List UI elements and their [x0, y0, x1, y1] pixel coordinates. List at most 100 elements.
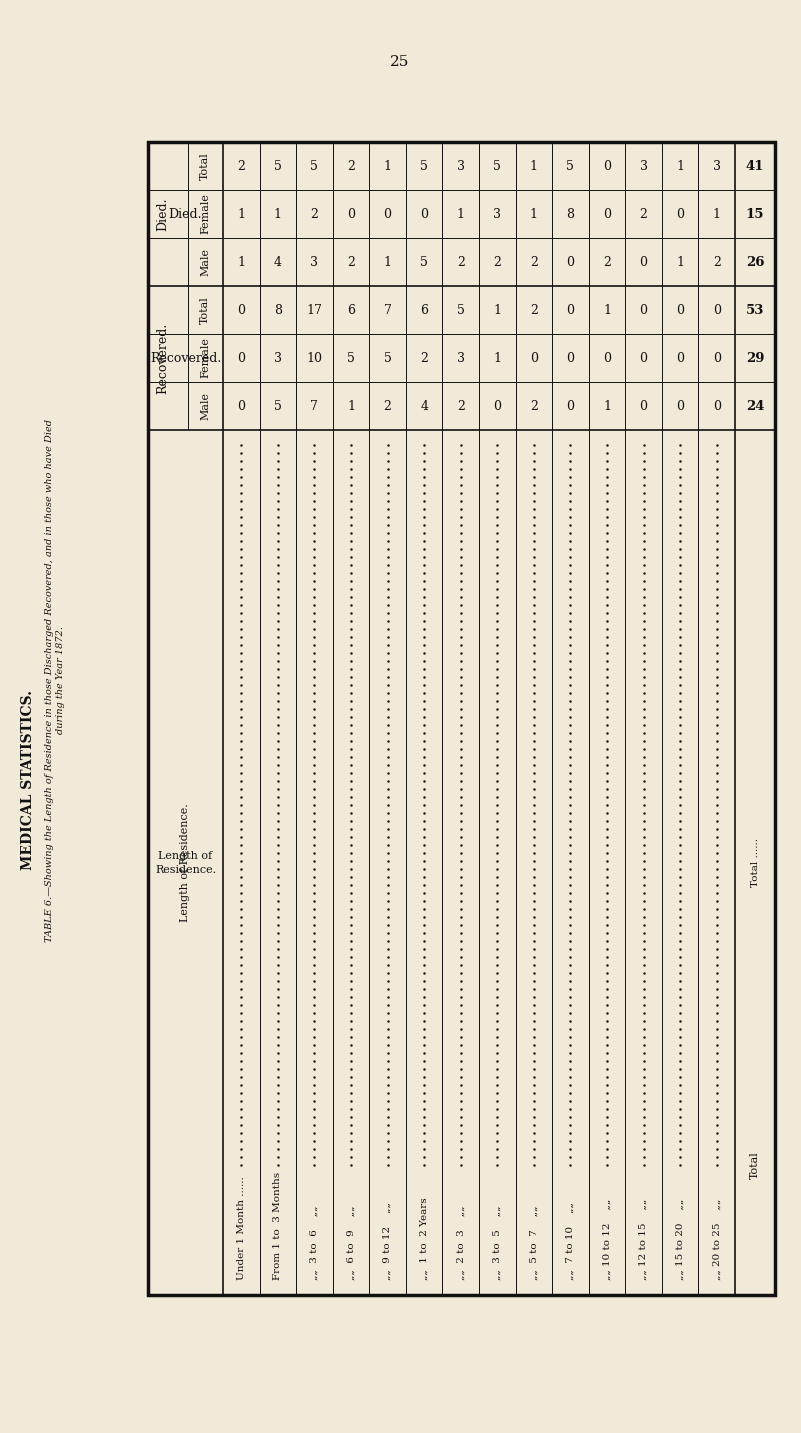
- Text: 5: 5: [384, 351, 392, 364]
- Text: 5: 5: [274, 159, 282, 172]
- Text: 5: 5: [311, 159, 318, 172]
- Text: 1: 1: [603, 400, 611, 413]
- Text: 1: 1: [347, 400, 355, 413]
- Text: 1: 1: [529, 159, 537, 172]
- Text: 5: 5: [493, 159, 501, 172]
- Text: Recovered.: Recovered.: [156, 322, 170, 394]
- Text: Male: Male: [200, 393, 210, 420]
- Text: 3: 3: [493, 208, 501, 221]
- Text: 1: 1: [384, 255, 392, 268]
- Text: 0: 0: [566, 351, 574, 364]
- Text: Recovered.: Recovered.: [150, 351, 221, 364]
- Text: 2: 2: [421, 351, 428, 364]
- Text: 7: 7: [311, 400, 318, 413]
- Text: 3: 3: [274, 351, 282, 364]
- Text: 6: 6: [421, 304, 429, 317]
- Text: „„  3 to  6    „„: „„ 3 to 6 „„: [310, 1205, 319, 1280]
- Text: „„ 10 to 12    „„: „„ 10 to 12 „„: [602, 1199, 611, 1280]
- Text: 1: 1: [676, 255, 684, 268]
- Text: Total: Total: [750, 1151, 760, 1179]
- Text: „„ 20 to 25    „„: „„ 20 to 25 „„: [712, 1199, 721, 1280]
- Text: From 1 to  3 Months: From 1 to 3 Months: [273, 1172, 283, 1280]
- Text: Female: Female: [200, 193, 210, 235]
- Text: 1: 1: [603, 304, 611, 317]
- Text: 17: 17: [307, 304, 322, 317]
- Text: 0: 0: [603, 159, 611, 172]
- Text: 1: 1: [493, 304, 501, 317]
- Text: 15: 15: [746, 208, 764, 221]
- Text: Female: Female: [200, 338, 210, 378]
- Text: 1: 1: [676, 159, 684, 172]
- Text: 3: 3: [713, 159, 721, 172]
- Text: 8: 8: [274, 304, 282, 317]
- Text: „„  3 to  5    „„: „„ 3 to 5 „„: [493, 1205, 501, 1280]
- Text: „„ 12 to 15    „„: „„ 12 to 15 „„: [639, 1199, 648, 1280]
- Text: 0: 0: [713, 351, 721, 364]
- Text: „„  2 to  3    „„: „„ 2 to 3 „„: [457, 1205, 465, 1280]
- Text: 0: 0: [566, 255, 574, 268]
- Text: 2: 2: [603, 255, 611, 268]
- Text: 1: 1: [274, 208, 282, 221]
- Text: 3: 3: [457, 159, 465, 172]
- Text: Total ......: Total ......: [751, 838, 759, 887]
- Text: 0: 0: [676, 304, 684, 317]
- Text: 2: 2: [530, 255, 537, 268]
- Text: 29: 29: [746, 351, 764, 364]
- Text: Length of
Residence.: Length of Residence.: [155, 851, 216, 874]
- Text: 5: 5: [347, 351, 355, 364]
- Text: Total: Total: [200, 297, 210, 324]
- Text: 3: 3: [639, 159, 647, 172]
- Text: 0: 0: [529, 351, 537, 364]
- Text: 4: 4: [421, 400, 429, 413]
- Text: 0: 0: [237, 304, 245, 317]
- Text: 2: 2: [713, 255, 721, 268]
- Text: 0: 0: [676, 400, 684, 413]
- Text: 0: 0: [566, 400, 574, 413]
- Text: TABLE 6.—Showing the Length of Residence in those Discharged Recovered, and in t: TABLE 6.—Showing the Length of Residence…: [46, 418, 65, 941]
- Text: 0: 0: [603, 208, 611, 221]
- Text: 6: 6: [347, 304, 355, 317]
- Text: 0: 0: [676, 351, 684, 364]
- Text: 2: 2: [237, 159, 245, 172]
- Text: „„ 15 to 20    „„: „„ 15 to 20 „„: [675, 1199, 685, 1280]
- Text: 2: 2: [530, 400, 537, 413]
- Text: 2: 2: [530, 304, 537, 317]
- Text: Died.: Died.: [169, 208, 202, 221]
- Text: 2: 2: [347, 255, 355, 268]
- Text: 0: 0: [639, 351, 647, 364]
- Text: 8: 8: [566, 208, 574, 221]
- Text: Male: Male: [200, 248, 210, 277]
- Text: „„  9 to 12    „„: „„ 9 to 12 „„: [383, 1202, 392, 1280]
- Text: 41: 41: [746, 159, 764, 172]
- Text: 3: 3: [457, 351, 465, 364]
- Text: Length of Residence.: Length of Residence.: [180, 802, 191, 921]
- Text: 25: 25: [390, 54, 409, 69]
- Text: 0: 0: [347, 208, 355, 221]
- Text: 26: 26: [746, 255, 764, 268]
- Text: 2: 2: [384, 400, 392, 413]
- Text: 53: 53: [746, 304, 764, 317]
- Text: 1: 1: [237, 208, 245, 221]
- Text: 0: 0: [237, 351, 245, 364]
- Text: 1: 1: [529, 208, 537, 221]
- Text: 0: 0: [566, 304, 574, 317]
- Text: 10: 10: [307, 351, 323, 364]
- Text: 5: 5: [421, 255, 428, 268]
- Text: 1: 1: [713, 208, 721, 221]
- Text: 7: 7: [384, 304, 392, 317]
- Text: Total: Total: [200, 152, 210, 181]
- Text: 2: 2: [493, 255, 501, 268]
- Text: 0: 0: [603, 351, 611, 364]
- Text: 0: 0: [639, 304, 647, 317]
- Text: 2: 2: [311, 208, 318, 221]
- Text: 1: 1: [237, 255, 245, 268]
- Text: Under 1 Month ......: Under 1 Month ......: [237, 1176, 246, 1280]
- Text: 2: 2: [347, 159, 355, 172]
- Text: 0: 0: [639, 255, 647, 268]
- Text: 0: 0: [676, 208, 684, 221]
- Text: 2: 2: [640, 208, 647, 221]
- Text: 0: 0: [713, 400, 721, 413]
- Text: 5: 5: [421, 159, 428, 172]
- Text: 4: 4: [274, 255, 282, 268]
- Text: 0: 0: [639, 400, 647, 413]
